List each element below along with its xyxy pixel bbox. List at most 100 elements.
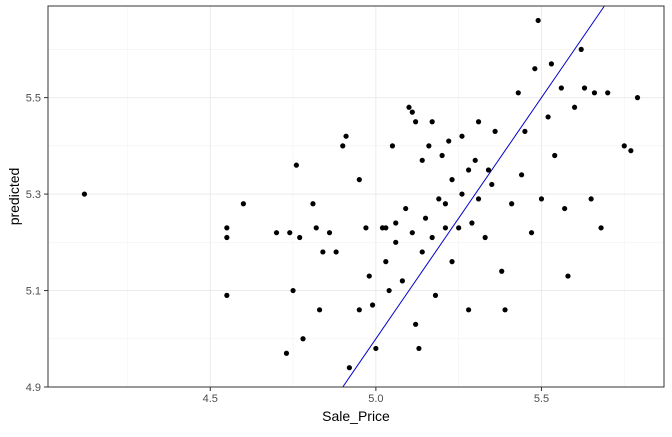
data-point bbox=[432, 292, 439, 298]
data-point bbox=[297, 234, 303, 241]
data-point bbox=[588, 196, 594, 202]
data-point bbox=[446, 138, 452, 144]
data-point bbox=[81, 191, 88, 197]
x-axis-title: Sale_Price bbox=[322, 408, 390, 424]
data-point bbox=[598, 225, 604, 231]
data-point bbox=[320, 249, 326, 255]
data-point bbox=[290, 287, 296, 294]
data-point bbox=[373, 345, 379, 352]
data-point bbox=[472, 157, 478, 163]
x-tick-label: 4.5 bbox=[203, 393, 218, 405]
data-point bbox=[383, 225, 389, 231]
data-point bbox=[343, 133, 349, 139]
data-point bbox=[313, 225, 319, 231]
data-point bbox=[240, 201, 246, 207]
data-point bbox=[413, 321, 419, 327]
identity-reference-line bbox=[342, 5, 605, 388]
data-point bbox=[634, 95, 641, 101]
data-point bbox=[386, 287, 392, 294]
data-point bbox=[346, 365, 352, 371]
y-axis-ticks: 4.9 5.1 5.3 5.5 bbox=[26, 93, 48, 394]
data-point bbox=[333, 249, 339, 255]
data-point bbox=[419, 157, 425, 163]
data-point bbox=[224, 234, 230, 241]
data-point bbox=[436, 196, 442, 202]
x-axis-ticks: 4.5 5.0 5.5 bbox=[203, 387, 549, 405]
data-point bbox=[419, 249, 425, 255]
data-point bbox=[224, 292, 230, 298]
data-point bbox=[621, 143, 627, 149]
data-point bbox=[409, 109, 415, 115]
data-point bbox=[366, 273, 372, 279]
data-point bbox=[449, 177, 455, 183]
data-point bbox=[581, 85, 588, 91]
data-point bbox=[403, 205, 409, 212]
data-point bbox=[413, 119, 419, 125]
data-point bbox=[369, 302, 376, 308]
data-point bbox=[363, 225, 369, 231]
y-tick-label: 5.5 bbox=[26, 93, 41, 105]
data-point bbox=[571, 104, 578, 110]
data-point bbox=[522, 128, 528, 134]
data-point bbox=[562, 205, 568, 212]
data-point bbox=[449, 259, 455, 265]
data-point bbox=[273, 230, 280, 236]
data-point bbox=[552, 152, 558, 159]
data-point bbox=[591, 90, 598, 96]
data-point bbox=[383, 259, 389, 265]
data-point bbox=[466, 167, 472, 173]
x-tick-label: 5.5 bbox=[534, 393, 549, 405]
data-point bbox=[310, 201, 316, 207]
data-point bbox=[528, 230, 535, 236]
data-point bbox=[426, 143, 432, 149]
data-point bbox=[548, 61, 554, 67]
data-point bbox=[538, 196, 545, 202]
data-point bbox=[340, 143, 346, 149]
data-point bbox=[492, 128, 498, 134]
data-point bbox=[459, 133, 465, 139]
data-point bbox=[499, 268, 505, 274]
data-point bbox=[416, 345, 422, 352]
data-point bbox=[293, 162, 299, 168]
data-point bbox=[535, 17, 541, 24]
data-point bbox=[459, 191, 465, 197]
data-point bbox=[605, 90, 611, 96]
data-point bbox=[429, 234, 435, 241]
data-point bbox=[466, 307, 472, 313]
reference-line-layer bbox=[342, 5, 605, 388]
data-point bbox=[287, 230, 293, 236]
data-point bbox=[316, 307, 323, 313]
gridlines bbox=[48, 6, 664, 388]
data-point bbox=[509, 201, 515, 207]
data-point bbox=[422, 215, 429, 221]
data-point bbox=[565, 273, 571, 279]
data-point bbox=[456, 225, 462, 231]
data-point bbox=[326, 230, 333, 236]
data-point bbox=[558, 85, 564, 91]
data-point bbox=[356, 177, 362, 183]
panel-border bbox=[47, 5, 665, 388]
data-point bbox=[283, 350, 290, 356]
data-point bbox=[439, 152, 445, 159]
data-point bbox=[393, 239, 399, 245]
y-axis-title: predicted bbox=[6, 168, 22, 226]
data-point bbox=[578, 46, 584, 53]
data-point bbox=[475, 119, 482, 125]
data-point bbox=[518, 172, 525, 178]
x-tick-label: 5.0 bbox=[368, 393, 383, 405]
data-point bbox=[406, 104, 412, 110]
data-point bbox=[393, 220, 399, 226]
data-point bbox=[442, 225, 449, 231]
data-point bbox=[469, 220, 475, 226]
points-layer bbox=[81, 17, 641, 371]
data-point bbox=[442, 201, 449, 207]
data-point bbox=[545, 114, 551, 120]
data-point bbox=[515, 90, 521, 96]
y-tick-label: 5.1 bbox=[26, 286, 41, 298]
data-point bbox=[628, 148, 634, 154]
data-point bbox=[489, 181, 495, 188]
y-tick-label: 5.3 bbox=[26, 189, 41, 201]
data-point bbox=[224, 225, 230, 231]
